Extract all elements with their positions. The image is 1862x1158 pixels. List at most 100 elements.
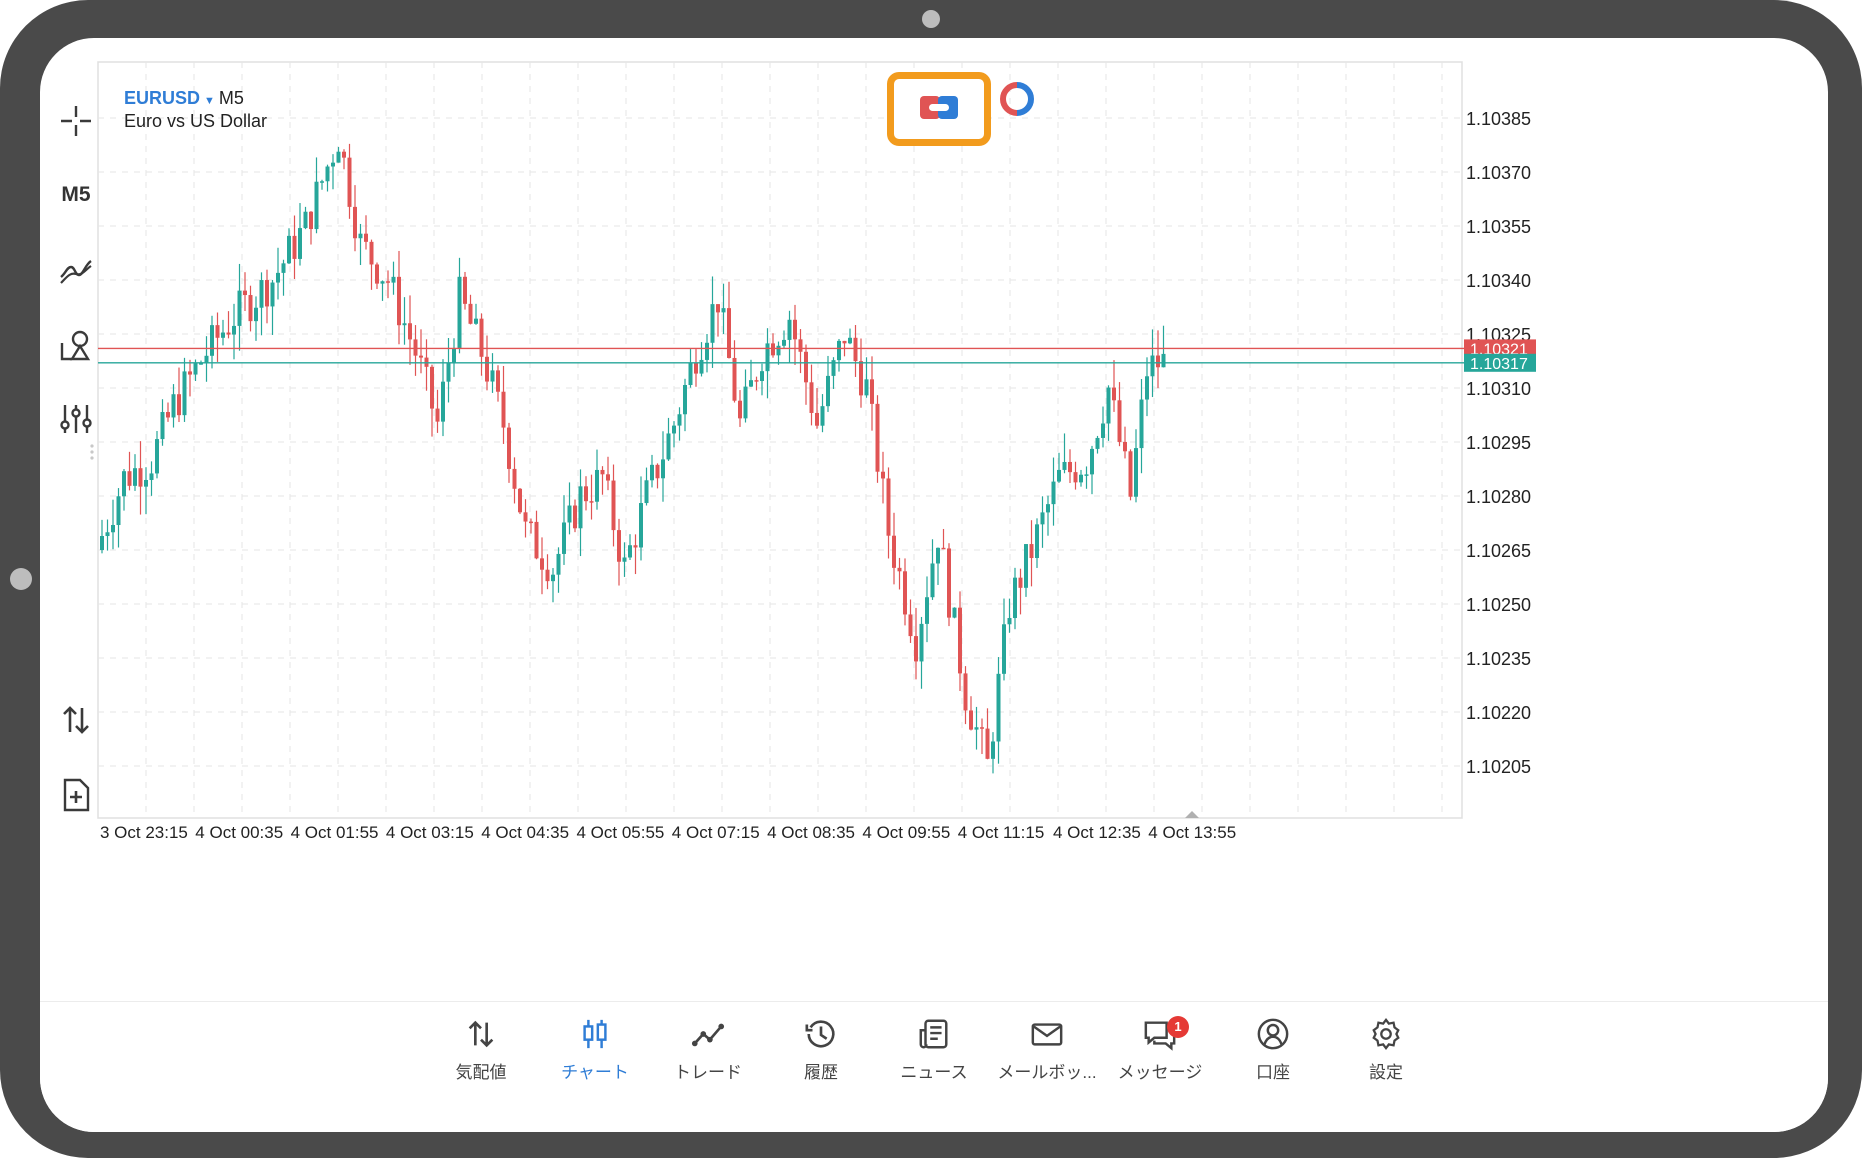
candle-body <box>452 348 456 364</box>
resize-grip <box>90 450 94 454</box>
x-tick-label: 4 Oct 01:55 <box>291 823 379 842</box>
candle-body <box>237 290 242 326</box>
nav-chart[interactable]: チャート <box>540 1014 650 1104</box>
candle-body <box>589 501 594 503</box>
candle-body <box>793 319 797 340</box>
candle-body <box>1002 624 1006 674</box>
nav-news[interactable]: ニュース <box>879 1014 989 1104</box>
candle-body <box>721 308 726 313</box>
candle-body <box>837 340 841 361</box>
y-tick-label: 1.10205 <box>1466 757 1531 777</box>
candle-body <box>1018 577 1023 588</box>
candle-body <box>430 366 434 409</box>
crosshair-icon <box>61 106 91 136</box>
y-tick-label: 1.10250 <box>1466 595 1531 615</box>
candle-body <box>435 408 440 422</box>
symbol-name[interactable]: EURUSD <box>124 88 201 108</box>
new-order-button[interactable] <box>50 769 102 821</box>
candle-body <box>193 363 198 375</box>
objects-button[interactable] <box>50 319 102 371</box>
candle-body <box>556 553 561 575</box>
candle-body <box>963 673 968 711</box>
ask-price-tag <box>1464 353 1536 372</box>
y-tick-label: 1.10340 <box>1466 271 1531 291</box>
candle-body <box>166 412 170 418</box>
timeframe-button[interactable]: M5 <box>61 183 91 206</box>
candle-body <box>100 536 104 550</box>
candle-body <box>347 157 352 207</box>
quotes-icon <box>468 1020 494 1048</box>
symbol-header[interactable]: EURUSD ▼ M5 <box>124 88 244 109</box>
symbol-dropdown-icon[interactable]: ▼ <box>204 95 215 107</box>
candle-body <box>831 360 836 376</box>
y-tick-label: 1.10385 <box>1466 109 1531 129</box>
resize-grip <box>90 444 94 448</box>
chart-shift-marker <box>1185 811 1199 818</box>
nav-settings[interactable]: 設定 <box>1331 1014 1441 1104</box>
candle-body <box>1029 544 1034 559</box>
candle-body <box>1040 512 1045 525</box>
candle-body <box>914 636 918 662</box>
one-click-trading-button[interactable] <box>887 72 991 146</box>
candle-body <box>875 403 880 472</box>
nav-history[interactable]: 履歴 <box>766 1014 876 1104</box>
nav-account[interactable]: 口座 <box>1218 1014 1328 1104</box>
chart-settings-button[interactable] <box>50 393 102 445</box>
signal-status-icon <box>999 82 1034 116</box>
camera-dot <box>922 10 940 28</box>
indicators-button[interactable] <box>50 243 102 295</box>
nav-messages[interactable]: 1 メッセージ <box>1105 1014 1215 1104</box>
candle-body <box>771 343 775 356</box>
signal-status-button[interactable] <box>998 80 1036 118</box>
candle-body <box>171 394 176 418</box>
candle-body <box>342 151 346 158</box>
candle-body <box>661 459 665 479</box>
candle-body <box>562 522 566 554</box>
candle-body <box>298 228 302 259</box>
candle-body <box>655 464 660 479</box>
candle-body <box>743 386 748 419</box>
x-tick-label: 3 Oct 23:15 <box>100 823 188 842</box>
crosshair-tool-button[interactable] <box>50 95 102 147</box>
account-icon <box>1257 1018 1289 1050</box>
candle-body <box>545 569 550 582</box>
candle-body <box>727 308 731 358</box>
candle-body <box>182 371 187 416</box>
chart-area[interactable]: 1.103851.103701.103551.103401.103251.103… <box>40 38 1828 1001</box>
candle-body <box>760 371 764 382</box>
mailbox-icon <box>1031 1023 1063 1046</box>
history-icon <box>805 1020 835 1048</box>
x-tick-label: 4 Oct 11:15 <box>958 823 1045 842</box>
candle-body <box>364 233 368 242</box>
candle-body <box>369 241 374 265</box>
candle-body <box>611 480 616 531</box>
candle-body <box>644 480 649 504</box>
candle-body <box>754 380 759 382</box>
ask-price-label: 1.10317 <box>1470 356 1528 373</box>
candle-body <box>1079 474 1083 483</box>
candle-body <box>210 325 214 356</box>
candle-body <box>457 276 462 349</box>
candle-body <box>584 486 588 502</box>
candle-body <box>490 370 495 382</box>
candle-body <box>215 325 220 338</box>
candle-body <box>518 488 522 513</box>
trade-arrows-button[interactable] <box>50 694 102 746</box>
candle-body <box>1024 544 1028 588</box>
nav-quotes-label: 気配値 <box>455 1063 507 1082</box>
candle-body <box>1046 504 1050 513</box>
candle-body <box>391 276 396 283</box>
nav-trade[interactable]: トレード <box>653 1014 763 1104</box>
nav-mailbox[interactable]: メールボッ... <box>992 1014 1102 1104</box>
candle-body <box>160 412 165 440</box>
candle-body <box>749 380 753 387</box>
candle-body <box>474 318 478 324</box>
nav-history-label: 履歴 <box>804 1063 838 1082</box>
candle-body <box>380 281 385 284</box>
candle-body <box>116 496 121 526</box>
nav-quotes[interactable]: 気配値 <box>426 1014 536 1104</box>
nav-mailbox-label: メールボッ... <box>997 1063 1097 1082</box>
candle-body <box>105 532 110 537</box>
candle-body <box>144 479 148 487</box>
candle-body <box>463 276 467 304</box>
